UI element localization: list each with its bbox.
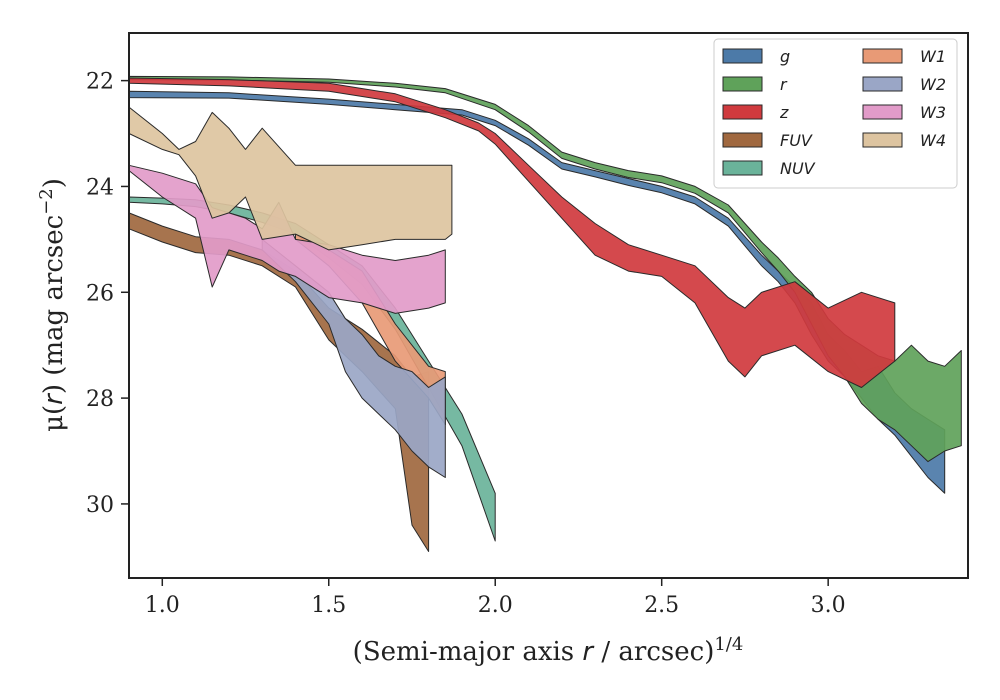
legend-swatch-w4 (862, 132, 903, 148)
x-tick-label: 2.0 (478, 593, 513, 618)
band-g (128, 90, 946, 494)
legend-swatch-fuv (722, 132, 763, 148)
legend-label-nuv: NUV (780, 159, 816, 178)
legend-swatch-w3 (862, 104, 903, 120)
band-w4 (128, 106, 453, 251)
x-tick-label: 2.5 (644, 593, 679, 618)
y-axis-ticks: 22 24 26 28 30 (86, 70, 129, 518)
legend-swatch-g (722, 48, 763, 64)
y-axis-label-end: ) (39, 178, 69, 188)
y-tick-label: 24 (86, 175, 114, 200)
y-axis-label: μ(r) (mag arcsec−2) (36, 178, 69, 432)
x-tick-label: 1.0 (145, 593, 180, 618)
y-axis-label-post: ) (mag arcsec (39, 215, 69, 394)
y-tick-label: 28 (86, 387, 114, 412)
legend-label-g: g (780, 47, 790, 66)
y-tick-label: 26 (86, 281, 114, 306)
legend-label-z: z (779, 103, 789, 122)
band-z (128, 77, 896, 388)
y-tick-label: 30 (86, 493, 114, 518)
legend-label-w3: W3 (920, 103, 946, 122)
y-axis-label-var: r (39, 392, 69, 405)
legend-swatch-z (722, 104, 763, 120)
legend-label-fuv: FUV (780, 131, 813, 150)
legend-swatch-w1 (862, 48, 903, 64)
x-tick-label: 1.5 (311, 593, 346, 618)
legend-label-w1: W1 (920, 47, 946, 66)
legend-swatch-nuv (722, 160, 763, 176)
x-axis-label-sup: 1/4 (714, 634, 743, 655)
legend-swatch-w2 (862, 76, 903, 92)
x-axis-label-post: / arcsec) (593, 637, 714, 667)
y-tick-label: 22 (86, 70, 114, 95)
x-axis-label-var: r (582, 637, 595, 667)
band-w2 (261, 238, 446, 478)
legend-label-w2: W2 (920, 75, 946, 94)
x-tick-label: 3.0 (811, 593, 846, 618)
legend-box (713, 38, 958, 189)
legend: grz FUV NUV W1 W2 W3 W4 (713, 38, 958, 189)
band-r (128, 75, 962, 463)
legend-swatch-r (722, 76, 763, 92)
x-axis-label: (Semi-major axis r / arcsec)1/4 (353, 634, 744, 667)
y-axis-label-sup: −2 (36, 188, 57, 215)
legend-label-w4: W4 (920, 131, 946, 150)
x-axis-ticks: 1.0 1.5 2.0 2.5 3.0 (145, 578, 846, 618)
band-layer (128, 75, 962, 552)
legend-label-r: r (780, 75, 788, 94)
plot-frame (128, 32, 969, 579)
x-axis-label-pre: (Semi-major axis (353, 637, 583, 667)
y-axis-label-pre: μ( (39, 405, 69, 432)
